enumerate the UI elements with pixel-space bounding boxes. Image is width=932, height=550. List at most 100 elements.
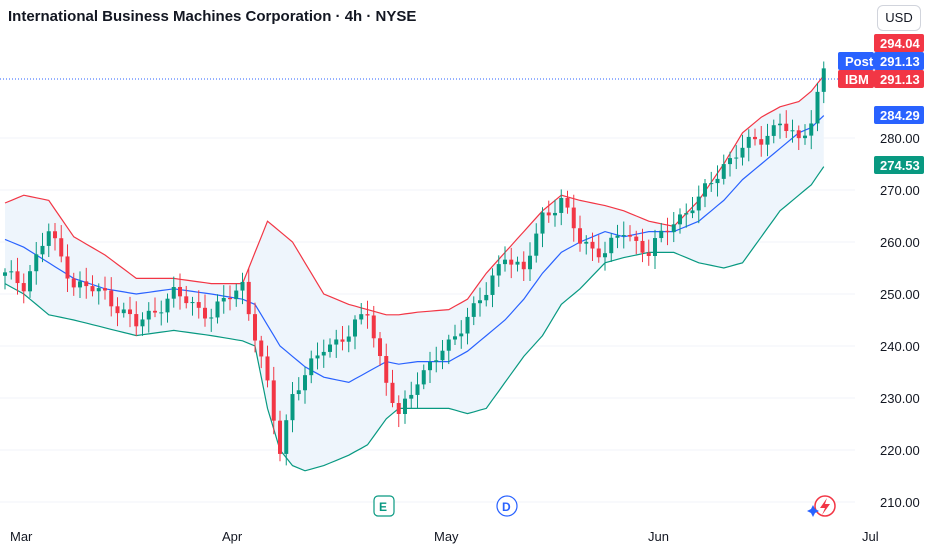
candle-body — [153, 310, 157, 313]
candle-body — [628, 235, 632, 237]
candle-body — [321, 351, 326, 356]
basis-tag-value-box — [874, 106, 924, 124]
candle-body — [203, 307, 207, 319]
earnings-marker[interactable]: E — [373, 495, 395, 517]
lower-tag-value: 274.53 — [880, 158, 920, 173]
candle-body — [53, 231, 57, 239]
basis-tag: 284.29 — [874, 106, 924, 124]
candle-body — [571, 207, 576, 229]
candle-body — [553, 212, 557, 216]
bollinger-bands — [4, 75, 825, 472]
ibm-tag-value-box — [874, 70, 924, 88]
post-tag-label-box — [838, 52, 874, 70]
candle-body — [746, 136, 751, 148]
candle-body — [309, 358, 314, 376]
candle-body — [796, 130, 801, 139]
lightning-icon[interactable] — [807, 495, 836, 517]
candle-body — [821, 68, 826, 92]
candle-body — [409, 394, 414, 399]
post-tag-value: 291.13 — [880, 54, 920, 69]
candle-body — [671, 224, 676, 233]
y-tick-label: 250.00 — [880, 287, 920, 302]
candle-body — [340, 339, 345, 342]
candle-body — [265, 356, 270, 381]
candle-body — [228, 297, 232, 300]
candle-body — [521, 261, 526, 270]
candle-body — [484, 294, 489, 301]
candle-body — [165, 298, 170, 313]
earnings-marker-box — [373, 495, 395, 517]
candle-body — [178, 286, 182, 297]
candle-body — [740, 147, 745, 158]
currency-button[interactable]: USD — [877, 5, 921, 31]
candle-body — [803, 135, 807, 139]
candle-body — [634, 236, 639, 241]
candle-body — [59, 238, 64, 257]
candle-body — [509, 259, 514, 265]
candle-body — [565, 198, 570, 208]
ibm-tag-label: IBM — [845, 72, 869, 87]
candle-body — [403, 398, 407, 414]
candle-body — [696, 196, 701, 211]
dividend-marker[interactable]: D — [496, 495, 518, 517]
candle-body — [478, 300, 482, 304]
candle-body — [9, 271, 14, 273]
candle-body — [234, 290, 239, 300]
candle-body — [134, 314, 139, 327]
candle-body — [690, 210, 695, 214]
earnings-marker-label: E — [379, 500, 387, 514]
candle-body — [259, 340, 264, 357]
candle-body — [34, 254, 39, 272]
candle-body — [384, 356, 389, 383]
candle-body — [603, 253, 607, 258]
x-tick-label: Mar — [10, 529, 33, 544]
y-tick-label: 270.00 — [880, 183, 920, 198]
candle-body — [784, 123, 789, 132]
post-tag-label: Post — [845, 54, 874, 69]
y-tick-label: 240.00 — [880, 339, 920, 354]
candle-body — [128, 309, 132, 315]
dividend-marker-label: D — [502, 500, 511, 514]
high-tag-value: 294.04 — [880, 36, 921, 51]
post-tag: Post 291.13 — [838, 52, 924, 70]
candle-body — [421, 370, 426, 385]
time-axis[interactable]: Mar Apr May Jun Jul — [10, 529, 879, 544]
candle-body — [646, 252, 651, 257]
candle-body — [715, 178, 720, 184]
candle-body — [453, 336, 457, 340]
candle-body — [159, 312, 164, 314]
candle-body — [328, 344, 332, 352]
high-tag: 294.04 — [874, 34, 924, 52]
lower-band-line — [4, 166, 825, 472]
chart-title: International Business Machines Corporat… — [8, 8, 417, 25]
candle-body — [440, 350, 445, 361]
candle-body — [434, 360, 439, 362]
candle-body — [665, 230, 670, 233]
candle-body — [540, 212, 545, 234]
candle-body — [615, 235, 620, 238]
candle-body — [390, 382, 395, 404]
candle-body — [171, 286, 176, 299]
candle-body — [28, 271, 32, 292]
candle-body — [65, 256, 70, 279]
candle-body — [378, 338, 382, 357]
candle-body — [221, 297, 226, 302]
candle-body — [678, 214, 682, 225]
price-axis[interactable]: 280.00 270.00 260.00 250.00 240.00 230.00 220.… — [880, 131, 920, 510]
candle-body — [659, 230, 664, 239]
candle-body — [534, 233, 539, 256]
candle-body — [809, 123, 814, 136]
candle-body — [303, 375, 307, 391]
candle-body — [584, 241, 589, 244]
candle-body — [46, 231, 51, 246]
candle-body — [609, 237, 614, 254]
candle-body — [753, 136, 757, 140]
candle-body — [109, 290, 114, 307]
candle-body — [290, 394, 295, 421]
candle-body — [490, 275, 495, 295]
candle-body — [528, 255, 532, 270]
candle-body — [590, 241, 595, 249]
candle-body — [96, 288, 101, 292]
